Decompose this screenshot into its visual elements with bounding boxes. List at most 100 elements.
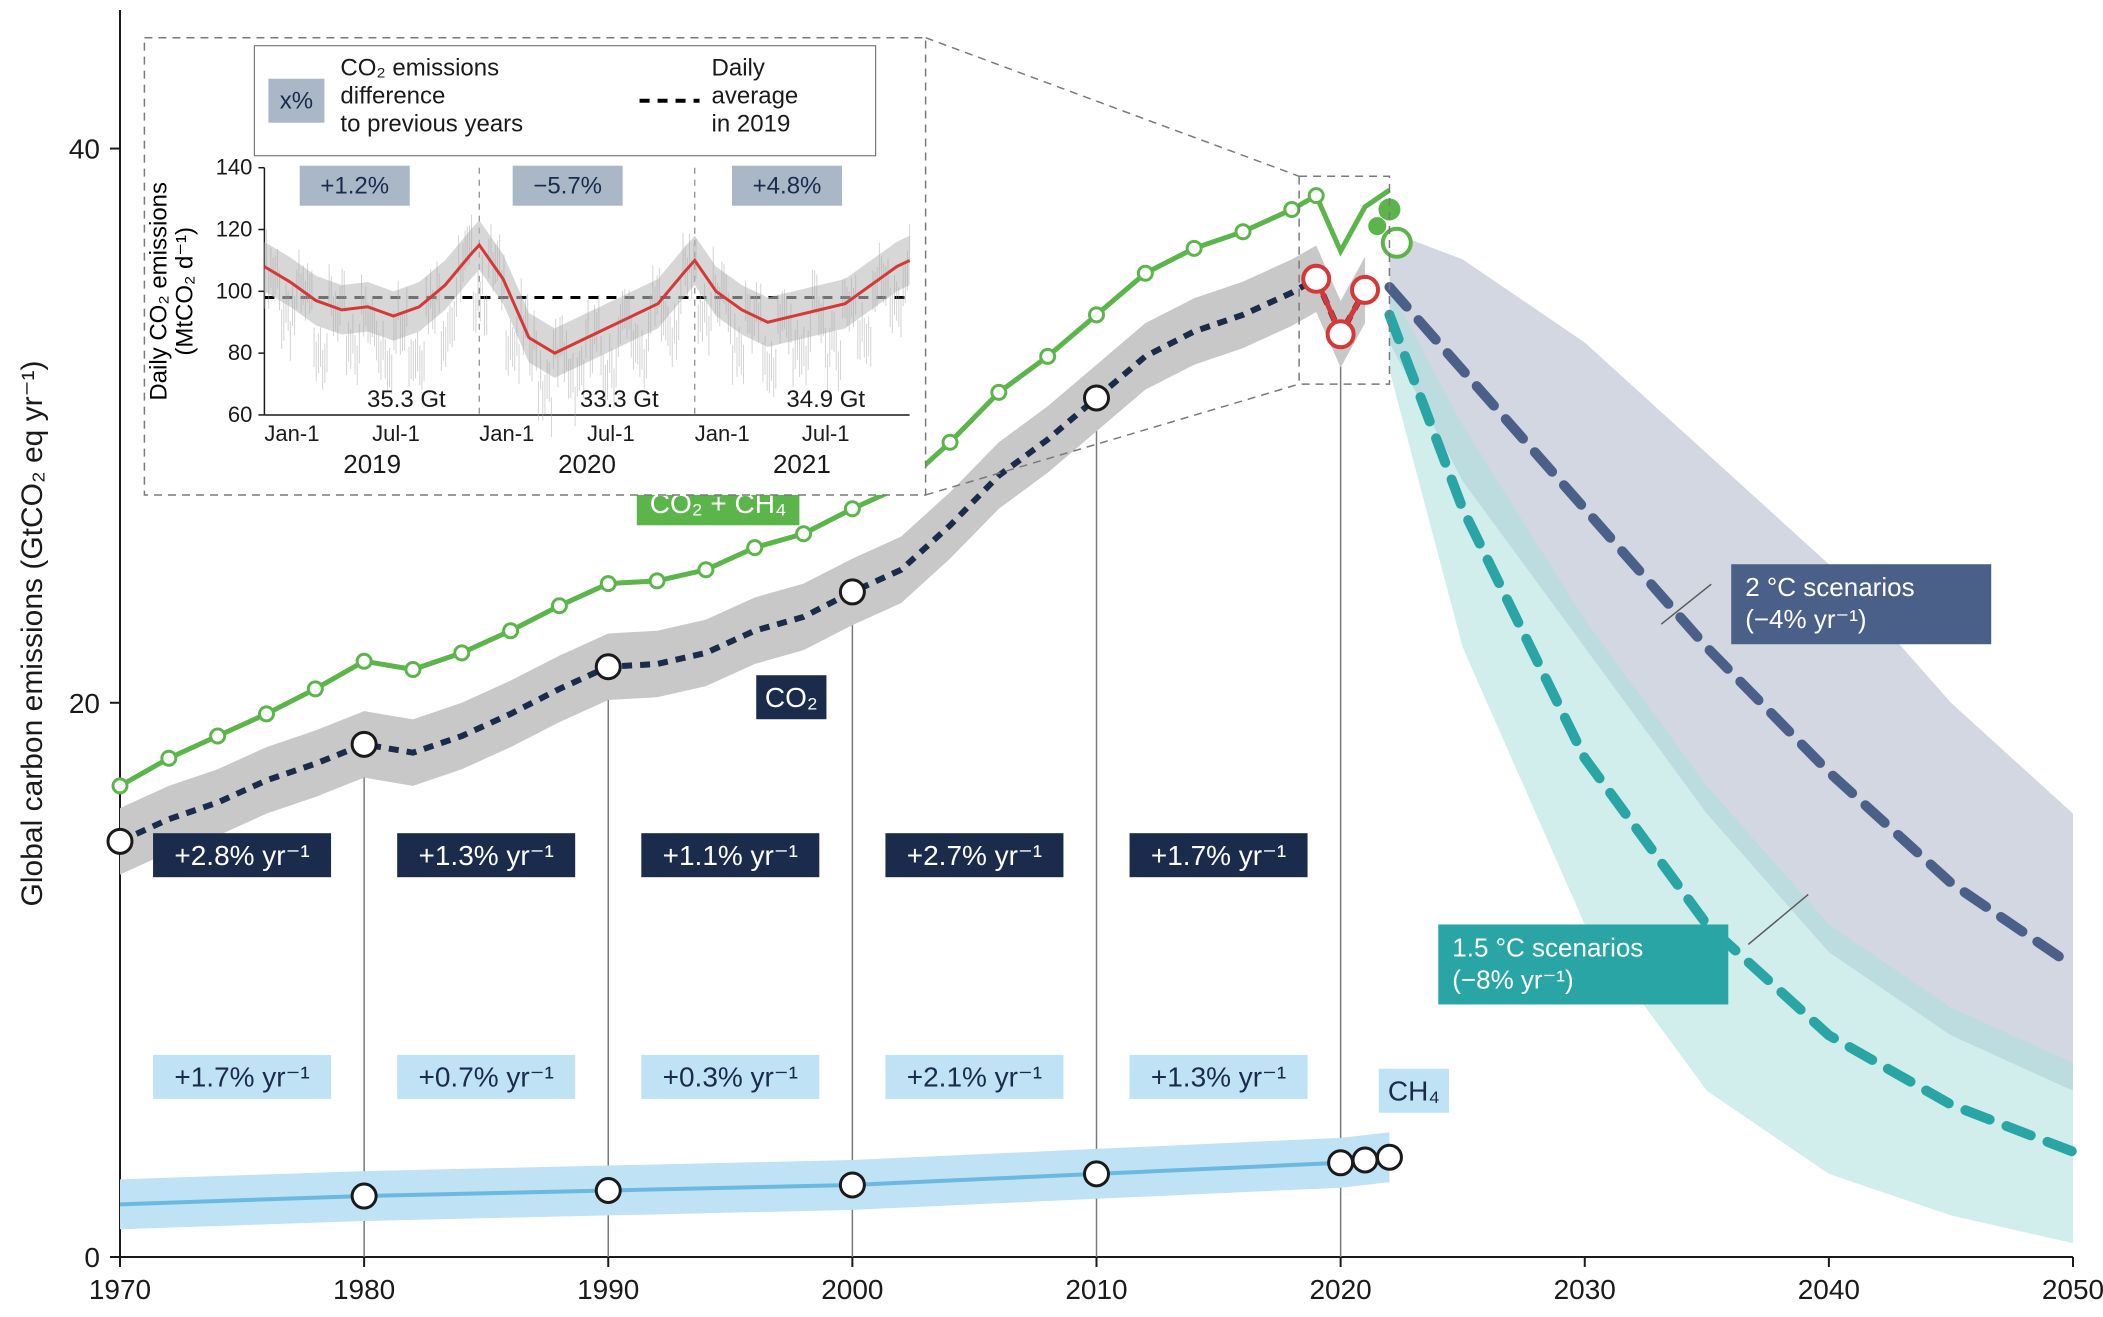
svg-text:average: average — [712, 83, 799, 110]
co2ch4-marker — [552, 599, 566, 613]
co2-marker — [108, 829, 132, 853]
label-15c-rate: (−8% yr⁻¹) — [1452, 964, 1573, 994]
inset-legend-text1: CO₂ emissions — [340, 55, 499, 82]
inset-y-tick: 80 — [228, 340, 252, 365]
co2ch4-marker — [211, 729, 225, 743]
decade-rate-co2: +1.3% yr⁻¹ — [418, 840, 553, 871]
inset-y-tick: 140 — [216, 155, 253, 180]
svg-text:in 2019: in 2019 — [712, 111, 791, 138]
co2ch4-recent-marker — [1383, 229, 1411, 257]
decade-rate-co2: +1.7% yr⁻¹ — [1151, 840, 1286, 871]
inset-y-tick: 100 — [216, 278, 253, 303]
co2-marker — [840, 580, 864, 604]
co2ch4-marker — [1285, 203, 1299, 217]
label-ch4: CH₄ — [1388, 1076, 1440, 1107]
ch4-marker — [596, 1178, 620, 1202]
co2ch4-marker — [162, 751, 176, 765]
decade-rate-ch4: +1.7% yr⁻¹ — [174, 1062, 309, 1093]
ch4-marker — [1353, 1148, 1377, 1172]
inset-legend-box-label: x% — [280, 88, 313, 115]
inset-year-label: 2021 — [773, 449, 831, 479]
inset-pct-box: +4.8% — [753, 173, 822, 200]
label-15c-scenario: 1.5 °C scenarios — [1452, 932, 1643, 962]
co2ch4-marker — [992, 385, 1006, 399]
x-tick-label: 1990 — [577, 1274, 639, 1305]
co2ch4-marker — [650, 574, 664, 588]
inset-legend-text2: Daily — [712, 55, 765, 82]
co2ch4-marker — [1041, 349, 1055, 363]
co2ch4-marker — [406, 663, 420, 677]
label-co2: CO₂ — [765, 682, 818, 713]
co2ch4-marker — [699, 563, 713, 577]
ch4-marker — [352, 1184, 376, 1208]
co2-marker — [352, 732, 376, 756]
co2ch4-marker — [259, 707, 273, 721]
co2ch4-marker — [797, 527, 811, 541]
inset-y-tick: 60 — [228, 402, 252, 427]
co2ch4-marker — [1236, 225, 1250, 239]
x-tick-label: 1970 — [89, 1274, 151, 1305]
co2ch4-marker — [308, 682, 322, 696]
co2-marker — [596, 655, 620, 679]
co2ch4-marker — [748, 541, 762, 555]
inset-year-total: 35.3 Gt — [367, 386, 446, 413]
svg-text:to previous years: to previous years — [340, 111, 523, 138]
co2ch4-marker — [357, 654, 371, 668]
co2ch4-marker — [504, 624, 518, 638]
emissions-chart: 0204019701980199020002010202020302040205… — [0, 0, 2103, 1317]
co2ch4-marker — [1187, 241, 1201, 255]
decade-rate-ch4: +0.7% yr⁻¹ — [418, 1062, 553, 1093]
covid-dip-marker — [1328, 321, 1354, 347]
decade-rate-ch4: +1.3% yr⁻¹ — [1151, 1062, 1286, 1093]
decade-rate-co2: +2.8% yr⁻¹ — [174, 840, 309, 871]
inset-x-tick: Jul-1 — [802, 421, 850, 446]
inset-x-tick: Jan-1 — [479, 421, 534, 446]
label-2c-scenario: 2 °C scenarios — [1745, 572, 1914, 602]
svg-text:difference: difference — [340, 83, 445, 110]
co2ch4-marker — [601, 577, 615, 591]
inset-year-total: 34.9 Gt — [786, 386, 865, 413]
inset-pct-box: +1.2% — [320, 173, 389, 200]
co2ch4-marker — [1309, 189, 1323, 203]
y-tick-label: 40 — [69, 134, 100, 165]
co2ch4-marker — [845, 502, 859, 516]
co2ch4-marker — [1138, 266, 1152, 280]
inset-pct-box: −5.7% — [533, 173, 602, 200]
co2ch4-marker — [1090, 308, 1104, 322]
decade-rate-co2: +1.1% yr⁻¹ — [663, 840, 798, 871]
inset-y-tick: 120 — [216, 217, 253, 242]
inset-year-label: 2019 — [343, 449, 401, 479]
x-tick-label: 2050 — [2042, 1274, 2103, 1305]
inset-year-label: 2020 — [558, 449, 616, 479]
inset-x-tick: Jan-1 — [695, 421, 750, 446]
co2-marker — [1085, 386, 1109, 410]
ch4-marker — [1085, 1162, 1109, 1186]
ch4-band — [120, 1132, 1389, 1229]
covid-dip-marker — [1303, 266, 1329, 292]
x-tick-label: 2000 — [821, 1274, 883, 1305]
x-tick-label: 2040 — [1798, 1274, 1860, 1305]
ch4-marker — [840, 1173, 864, 1197]
x-tick-label: 1980 — [333, 1274, 395, 1305]
co2ch4-marker — [113, 779, 127, 793]
covid-dip-marker — [1352, 277, 1378, 303]
x-tick-label: 2030 — [1554, 1274, 1616, 1305]
x-tick-label: 2020 — [1309, 1274, 1371, 1305]
inset-x-tick: Jul-1 — [587, 421, 635, 446]
co2ch4-recent-marker — [1370, 219, 1384, 233]
label-2c-rate: (−4% yr⁻¹) — [1745, 604, 1866, 634]
decade-rate-co2: +2.7% yr⁻¹ — [907, 840, 1042, 871]
ch4-marker — [1377, 1145, 1401, 1169]
inset-x-tick: Jan-1 — [264, 421, 319, 446]
x-tick-label: 2010 — [1065, 1274, 1127, 1305]
decade-rate-ch4: +2.1% yr⁻¹ — [907, 1062, 1042, 1093]
y-axis-title: Global carbon emissions (GtCO₂ eq yr⁻¹) — [16, 361, 49, 907]
decade-rate-ch4: +0.3% yr⁻¹ — [663, 1062, 798, 1093]
co2ch4-marker — [943, 435, 957, 449]
ch4-marker — [1329, 1151, 1353, 1175]
co2ch4-marker — [455, 646, 469, 660]
y-tick-label: 20 — [69, 688, 100, 719]
inset-x-tick: Jul-1 — [372, 421, 420, 446]
y-tick-label: 0 — [84, 1242, 100, 1273]
inset-year-total: 33.3 Gt — [580, 386, 659, 413]
